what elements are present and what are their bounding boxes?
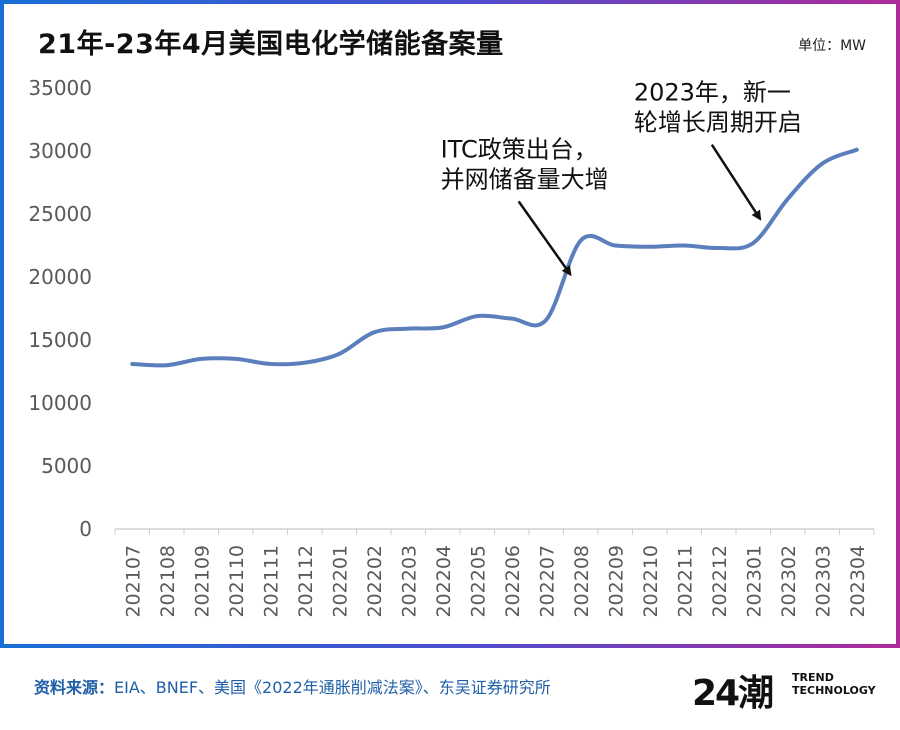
y-tick-label: 5000 — [41, 454, 92, 478]
x-tick-label: 202301 — [743, 545, 765, 618]
x-tick-label: 202303 — [812, 545, 834, 618]
y-tick-label: 35000 — [28, 76, 92, 100]
data-point — [510, 317, 514, 321]
annotation-text: 并网储备量大增 — [441, 165, 609, 193]
annotation-arrow — [517, 200, 572, 277]
x-tick-label: 202110 — [226, 545, 248, 618]
y-tick-label: 10000 — [28, 391, 92, 415]
y-tick-label: 20000 — [28, 265, 92, 289]
x-tick-label: 202302 — [778, 545, 800, 618]
data-point — [441, 325, 445, 329]
x-tick-label: 202212 — [709, 545, 731, 618]
data-point — [613, 244, 617, 248]
data-point — [648, 245, 652, 249]
x-tick-label: 202111 — [260, 545, 282, 618]
x-tick-label: 202203 — [398, 545, 420, 618]
x-tick-label: 202109 — [191, 545, 213, 618]
annotation-text: 轮增长周期开启 — [634, 109, 802, 137]
data-point — [544, 318, 548, 322]
chart-title: 21年-23年4月美国电化学储能备案量 — [38, 29, 504, 60]
x-tick-label: 202208 — [571, 545, 593, 618]
data-point — [165, 363, 169, 367]
y-tick-label: 30000 — [28, 139, 92, 163]
footer: 资料来源：EIA、BNEF、美国《2022年通胀削减法案》、东吴证券研究所 24… — [0, 648, 900, 730]
data-point — [786, 197, 790, 201]
logo-text: TREND TECHNOLOGY — [792, 671, 876, 697]
data-point — [751, 241, 755, 245]
y-tick-label: 15000 — [28, 328, 92, 352]
x-tick-label: 202210 — [640, 545, 662, 618]
series-group — [130, 147, 859, 368]
x-tick-label: 202211 — [674, 545, 696, 618]
data-point — [372, 330, 376, 334]
logo-line-1: TREND — [792, 671, 834, 684]
y-tick-label: 0 — [79, 517, 92, 541]
source-label: 资料来源： — [34, 678, 115, 697]
x-tick-label: 202112 — [295, 545, 317, 618]
x-tick-label: 202205 — [467, 545, 489, 618]
x-tick-label: 202107 — [122, 545, 144, 618]
data-point — [337, 352, 341, 356]
source-note: 资料来源：EIA、BNEF、美国《2022年通胀削减法案》、东吴证券研究所 — [34, 674, 551, 698]
series-line — [130, 147, 859, 368]
x-tick-label: 202304 — [847, 545, 869, 618]
data-point — [579, 238, 583, 242]
x-tick-label: 202202 — [364, 545, 386, 618]
brand-logo: 24潮 TREND TECHNOLOGY — [692, 662, 882, 716]
y-axis: 0 5000 10000 15000 20000 25000 30000 35000 — [28, 76, 92, 541]
logo-mark: 24潮 — [692, 673, 774, 714]
line-chart: 0 5000 10000 15000 20000 25000 30000 35000 2021… — [28, 76, 875, 618]
data-point — [475, 314, 479, 318]
x-axis: 202107 202108 202109 202110 202111 202112 2022… — [114, 528, 875, 618]
data-point — [717, 246, 721, 250]
x-tick-label: 202201 — [329, 545, 351, 618]
data-point — [820, 162, 824, 166]
data-point — [303, 361, 307, 365]
logo-line-2: TECHNOLOGY — [792, 684, 876, 697]
annotation-arrow — [710, 144, 762, 221]
x-tick-label: 202206 — [502, 545, 524, 618]
data-point — [130, 362, 134, 366]
source-text: EIA、BNEF、美国《2022年通胀削减法案》、东吴证券研究所 — [114, 678, 551, 697]
data-point — [682, 244, 686, 248]
x-tick-label: 202204 — [433, 545, 455, 618]
annotation-text: ITC政策出台， — [441, 135, 598, 163]
y-tick-label: 25000 — [28, 202, 92, 226]
data-point — [406, 327, 410, 331]
data-point — [855, 148, 859, 152]
x-tick-label: 202207 — [536, 545, 558, 618]
data-point — [199, 357, 203, 361]
annotation-text: 2023年，新一 — [634, 79, 791, 107]
data-point — [234, 357, 238, 361]
x-tick-label: 202209 — [605, 545, 627, 618]
unit-label: 单位：MW — [798, 38, 866, 54]
data-point — [268, 362, 272, 366]
x-tick-label: 202108 — [157, 545, 179, 618]
